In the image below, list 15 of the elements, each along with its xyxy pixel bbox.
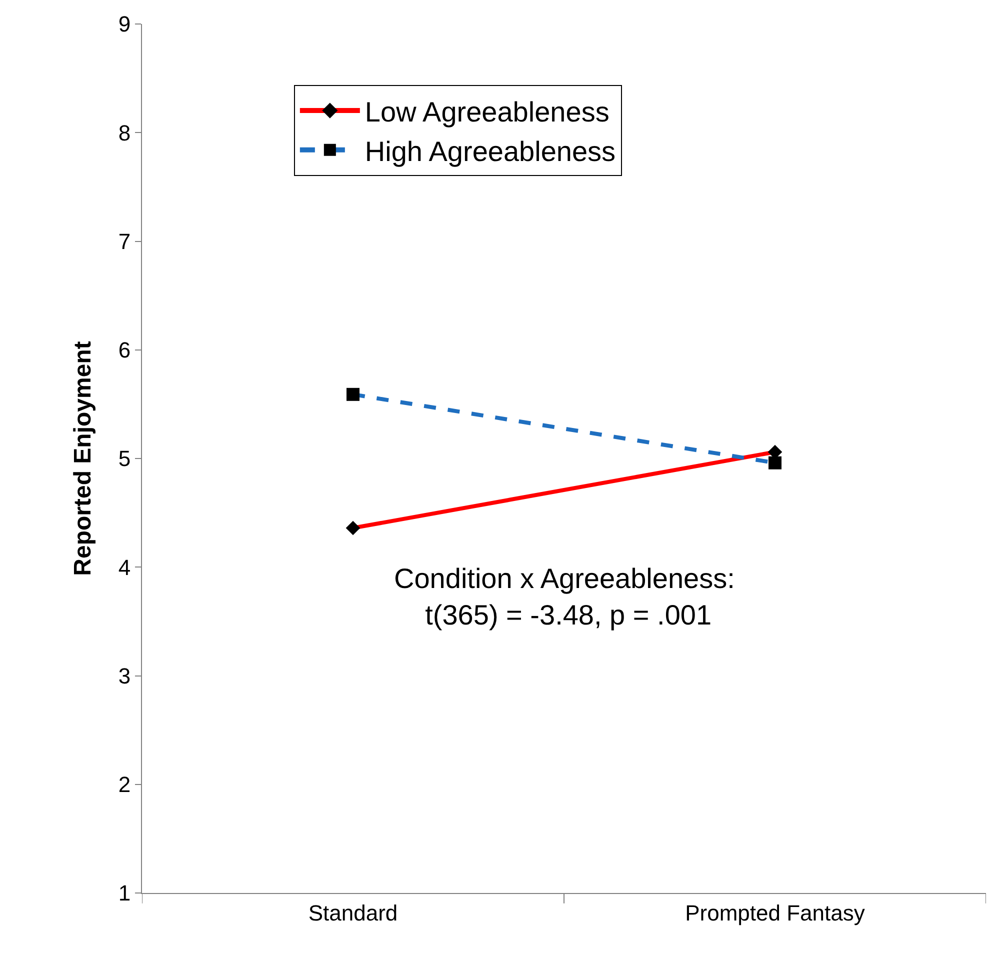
y-tick-label: 2	[118, 772, 131, 798]
y-tick-label: 1	[118, 880, 131, 906]
y-tick-label: 4	[118, 554, 131, 580]
annotation: Condition x Agreeableness: t(365) = -3.48, p = .001	[394, 563, 735, 630]
y-tick-label: 6	[118, 338, 131, 363]
legend-label: Low Agreeableness	[364, 96, 610, 128]
y-tick-label: 8	[118, 120, 131, 146]
y-tick-label: 5	[118, 446, 131, 472]
x-tick-label: Prompted Fantasy	[685, 900, 865, 926]
x-tick-label: Standard	[308, 900, 398, 926]
y-tick-label: 3	[118, 663, 131, 688]
legend-label: High Agreeableness	[364, 136, 616, 167]
y-tick-label: 9	[118, 12, 131, 37]
y-tick-label: 7	[118, 228, 131, 254]
y-axis-title: Reported Enjoyment	[69, 341, 96, 576]
